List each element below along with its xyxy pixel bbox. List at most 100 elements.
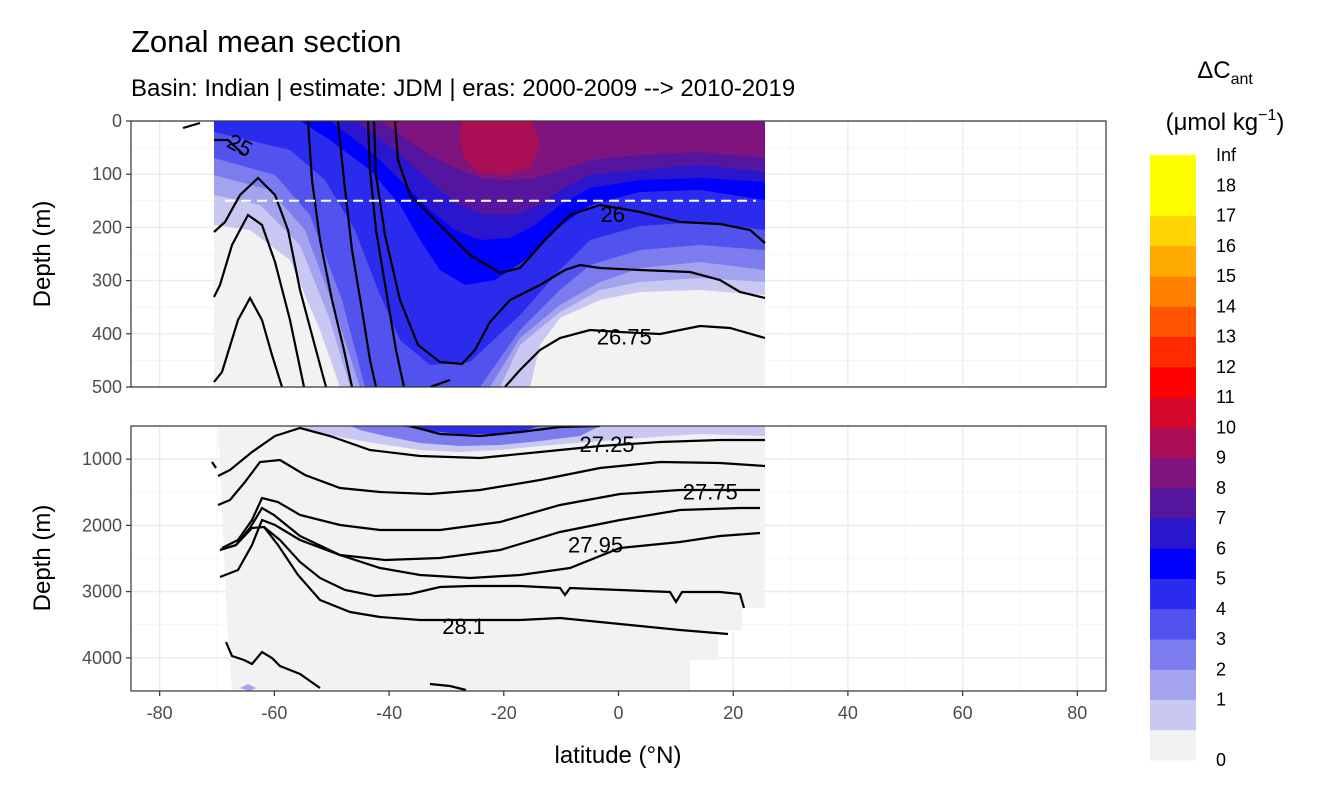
legend-title-sub: ant [1231, 71, 1254, 88]
legend-label-13: 13 [1216, 327, 1236, 347]
legend-label-15: 15 [1216, 266, 1236, 286]
legend: ΔCant (μmol kg−1) 0123456789101112131415… [1150, 57, 1284, 770]
top-contour-26b [213, 295, 284, 387]
legend-key-8 [1150, 487, 1196, 519]
top-contour-center-2 [336, 121, 378, 387]
top-panel-border [130, 120, 1107, 388]
legend-label-10: 10 [1216, 417, 1236, 437]
bottom-field-level-0 [218, 426, 765, 691]
legend-key-14 [1150, 306, 1196, 337]
legend-key-15 [1150, 276, 1196, 307]
bottom-contour-27a [409, 426, 601, 438]
legend-label-2: 2 [1216, 659, 1226, 679]
contour-label: 27.25 [579, 432, 634, 457]
legend-label-12: 12 [1216, 357, 1236, 377]
legend-key-19 [1150, 155, 1196, 186]
bottom-contour-27-1 [217, 426, 765, 477]
y-tick-label: 0 [112, 111, 122, 131]
chart-subtitle: Basin: Indian | estimate: JDM | eras: 20… [131, 75, 796, 102]
bottom-y-axis-title: Depth (m) [29, 505, 56, 612]
legend-key-17 [1150, 215, 1196, 247]
x-axis: -80 -60 -40 -20 0 20 40 60 80 [147, 691, 1087, 723]
legend-label-4: 4 [1216, 599, 1226, 619]
y-tick-label: 100 [92, 164, 122, 184]
x-tick-label: -20 [491, 703, 517, 723]
bottom-contours [211, 426, 766, 691]
bottom-contour-28-1b [429, 682, 467, 691]
y-tick-label: 2000 [82, 515, 122, 535]
top-panel-field [182, 121, 766, 387]
x-tick-label: 60 [953, 703, 973, 723]
legend-unit-exp: −1 [1258, 107, 1276, 124]
chart-title: Zonal mean section [131, 24, 402, 59]
legend-key-9 [1150, 457, 1196, 489]
legend-label-1: 1 [1216, 690, 1226, 710]
top-contour-center-3 [366, 121, 406, 387]
legend-label-18: 18 [1216, 175, 1236, 195]
legend-key-5 [1150, 578, 1196, 610]
legend-key-3 [1150, 639, 1196, 670]
bottom-contour-labels: 27.25 27.75 27.95 28.1 [442, 432, 738, 639]
bottom-contour-27-5 [221, 488, 760, 549]
contour-label: 27.95 [568, 533, 623, 558]
bottom-contour-28a [219, 525, 729, 636]
top-field-level-10 [460, 121, 540, 175]
x-tick-label: 20 [723, 703, 743, 723]
legend-key-4 [1150, 608, 1196, 640]
legend-label-17: 17 [1216, 206, 1236, 226]
top-field-shading [214, 121, 765, 387]
y-tick-label: 400 [92, 324, 122, 344]
bottom-contour-1 [211, 461, 217, 469]
legend-key-12 [1150, 366, 1196, 398]
bottom-field-shading [218, 426, 765, 691]
legend-unit: (μmol kg−1) [1166, 107, 1285, 136]
legend-label-14: 14 [1216, 296, 1236, 316]
y-tick-label: 4000 [82, 648, 122, 668]
legend-label-3: 3 [1216, 629, 1226, 649]
legend-label-16: 16 [1216, 236, 1236, 256]
x-tick-label: -40 [376, 703, 402, 723]
legend-key-7 [1150, 518, 1196, 549]
y-tick-label: 500 [92, 377, 122, 397]
contour-label: 27.75 [683, 480, 738, 505]
legend-label-7: 7 [1216, 508, 1226, 528]
top-contour-26a [213, 213, 306, 387]
bottom-field-blip [240, 684, 256, 691]
legend-title: ΔCant [1197, 57, 1253, 88]
top-contour-26-75 [504, 324, 766, 387]
top-y-axis: 0 100 200 300 400 500 [92, 111, 131, 397]
top-contour-26-5 [372, 121, 766, 366]
legend-key-13 [1150, 336, 1196, 368]
bottom-contour-28-05 [263, 526, 746, 609]
legend-label-11: 11 [1216, 387, 1235, 407]
top-contour-25-26 [213, 176, 328, 387]
y-tick-label: 300 [92, 271, 122, 291]
x-tick-label: 40 [838, 703, 858, 723]
legend-key-18 [1150, 185, 1196, 216]
legend-key-6 [1150, 548, 1196, 579]
legend-key-16 [1150, 245, 1196, 277]
contour-label: 26.75 [597, 324, 652, 349]
top-contour-25b [214, 138, 245, 156]
bottom-panel: 27.25 27.75 27.95 28.1 1000 2000 3000 4000 Dep… [29, 425, 1107, 692]
top-contour-26-main [393, 121, 766, 275]
legend-key-10 [1150, 427, 1196, 458]
bottom-contour-28-1 [224, 641, 321, 689]
contour-label: 28.1 [442, 614, 485, 639]
x-axis-title: latitude (°N) [555, 742, 682, 769]
legend-label-0: 0 [1216, 750, 1226, 770]
legend-label-6: 6 [1216, 538, 1226, 558]
bottom-y-axis: 1000 2000 3000 4000 [82, 449, 131, 668]
legend-label-9: 9 [1216, 448, 1226, 468]
legend-title-main: ΔC [1197, 57, 1230, 84]
bottom-contour-27-95 [219, 506, 761, 580]
top-y-axis-title: Depth (m) [29, 201, 56, 308]
legend-key-1 [1150, 699, 1196, 731]
top-contour-25 [182, 121, 201, 130]
y-tick-label: 200 [92, 217, 122, 237]
bottom-contour-27-25 [217, 458, 766, 507]
